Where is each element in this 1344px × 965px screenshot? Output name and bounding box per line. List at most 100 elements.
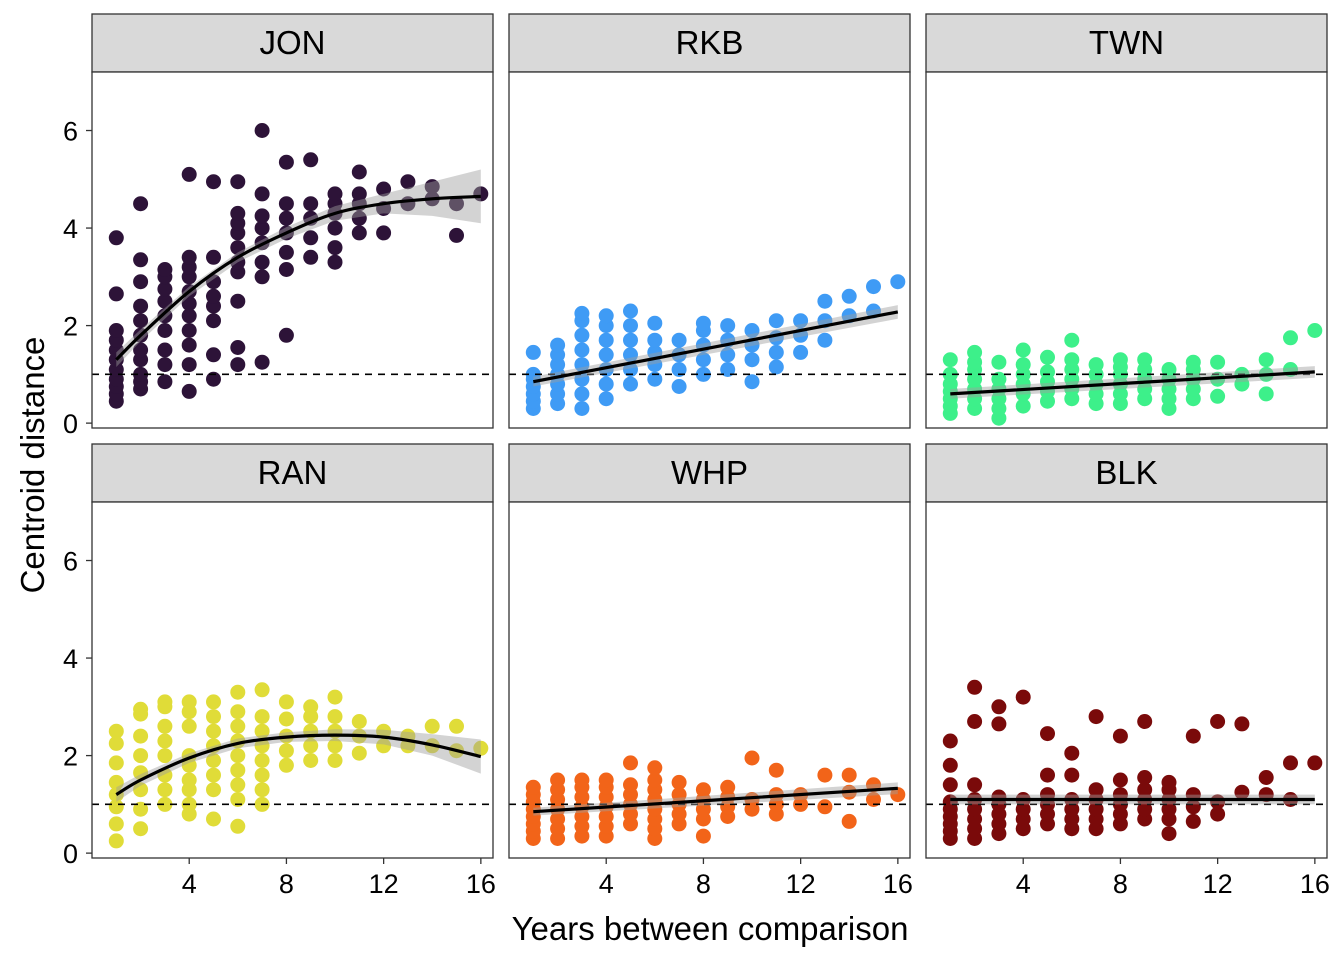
data-point: [230, 777, 246, 793]
facet-whp: WHP 4 8 12 16: [508, 443, 913, 899]
data-point: [1112, 352, 1128, 368]
data-point: [157, 262, 173, 277]
facet-strip: [508, 13, 911, 73]
data-point: [278, 210, 294, 226]
data-point: [157, 733, 173, 749]
data-point: [890, 274, 906, 290]
data-point: [254, 753, 270, 768]
data-point: [574, 772, 590, 788]
data-point: [991, 716, 1007, 732]
data-point: [671, 332, 687, 348]
data-point: [157, 718, 173, 734]
data-point: [1307, 755, 1323, 771]
y-tick-label: 2: [63, 742, 78, 772]
point-series: [108, 123, 489, 409]
x-axis-title: Years between comparison: [512, 910, 909, 947]
data-point: [157, 374, 173, 390]
data-point: [525, 366, 541, 382]
y-tick-label: 4: [63, 214, 78, 244]
data-point: [351, 714, 367, 729]
data-point: [942, 757, 958, 773]
data-point: [230, 818, 246, 834]
data-point: [1064, 767, 1080, 783]
data-point: [942, 777, 958, 793]
facet-strip-label: RAN: [258, 454, 328, 491]
data-point: [133, 821, 149, 837]
data-point: [133, 274, 149, 290]
data-point: [942, 352, 958, 368]
data-point: [1307, 323, 1323, 338]
data-point: [206, 767, 221, 783]
data-point: [720, 318, 736, 334]
data-point: [327, 738, 343, 754]
data-point: [623, 332, 638, 348]
data-point: [108, 286, 124, 302]
data-point: [133, 366, 149, 382]
data-point: [303, 699, 319, 715]
data-point: [206, 371, 221, 387]
y-tick-label: 6: [63, 117, 78, 147]
data-point: [1185, 728, 1201, 744]
data-point: [254, 767, 270, 783]
facet-strip: [508, 443, 911, 503]
data-point: [133, 196, 149, 212]
data-point: [303, 196, 319, 212]
y-tick-label: 6: [63, 547, 78, 577]
facet-twn: TWN: [925, 13, 1328, 429]
data-point: [254, 354, 270, 370]
data-point: [550, 337, 566, 353]
data-point: [623, 318, 638, 334]
x-tick-label: 16: [883, 869, 913, 899]
data-point: [181, 337, 197, 353]
facet-strip-label: WHP: [671, 454, 748, 491]
data-point: [647, 772, 663, 788]
data-point: [278, 757, 294, 773]
data-point: [206, 709, 221, 725]
data-point: [327, 254, 343, 270]
facet-blk: BLK 4 8 12 16: [925, 443, 1330, 899]
data-point: [254, 738, 270, 754]
data-point: [206, 174, 221, 190]
data-point: [623, 347, 638, 363]
data-point: [695, 782, 711, 798]
y-tick-label: 2: [63, 312, 78, 342]
data-point: [671, 787, 687, 803]
panel-border: [925, 501, 1328, 859]
data-point: [1040, 364, 1055, 380]
data-point: [598, 308, 614, 324]
data-point: [817, 767, 833, 783]
data-point: [206, 753, 221, 768]
data-point: [108, 816, 124, 832]
data-point: [278, 694, 294, 710]
data-point: [254, 186, 270, 202]
data-point: [449, 227, 464, 243]
data-point: [574, 357, 590, 373]
data-point: [574, 371, 590, 387]
data-point: [157, 293, 173, 309]
facet-ran: RAN 0 2 4 6 4 8 12 16: [63, 443, 496, 899]
data-point: [327, 220, 343, 236]
facet-strip-label: BLK: [1095, 454, 1157, 491]
data-point: [1015, 342, 1031, 358]
panel-border: [91, 71, 494, 429]
data-point: [230, 704, 246, 720]
panel-border: [91, 501, 494, 859]
x-tick-label: 4: [599, 869, 614, 899]
data-point: [1137, 352, 1153, 368]
data-point: [206, 288, 221, 304]
x-tick-label: 4: [1016, 869, 1031, 899]
x-tick-label: 8: [696, 869, 711, 899]
data-point: [230, 748, 246, 764]
confidence-band: [116, 729, 481, 802]
data-point: [424, 179, 440, 195]
data-point: [1015, 398, 1031, 414]
data-point: [254, 723, 270, 739]
data-point: [206, 347, 221, 363]
x-tick-label: 8: [279, 869, 294, 899]
y-tick-label: 0: [63, 409, 78, 439]
data-point: [967, 777, 983, 793]
data-point: [841, 288, 857, 304]
data-point: [181, 323, 197, 338]
data-point: [230, 205, 246, 221]
